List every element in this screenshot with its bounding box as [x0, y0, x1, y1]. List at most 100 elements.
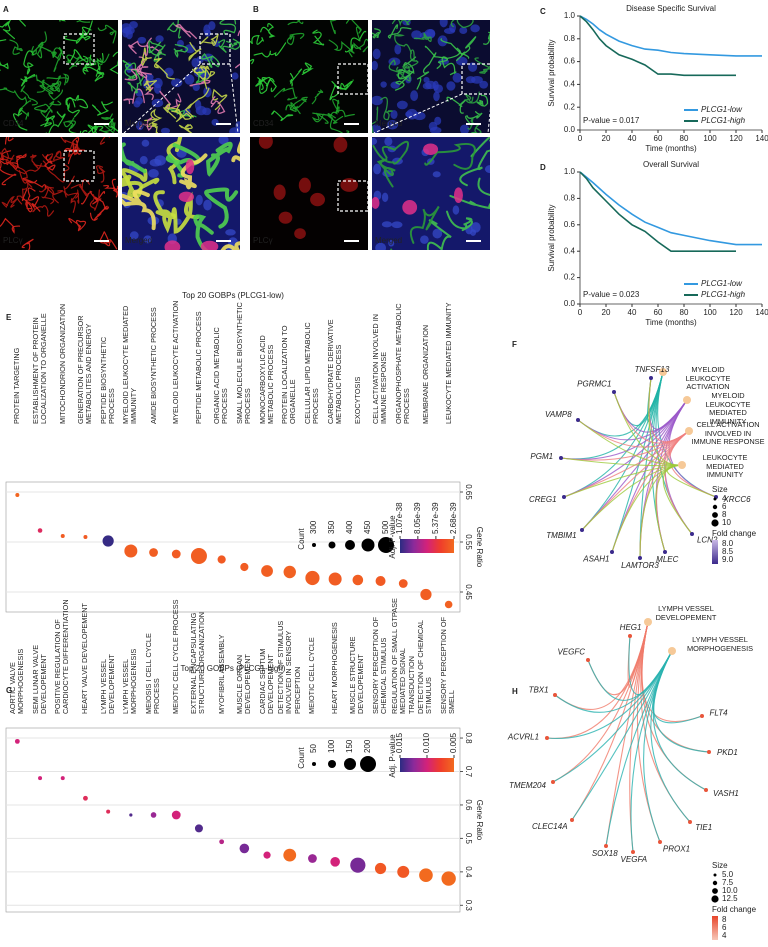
category-label: MEIOTIC CELL CYCLE — [307, 637, 317, 714]
zoom-box — [337, 180, 369, 212]
vessel-stain — [441, 47, 461, 76]
vessel-stain — [255, 77, 275, 94]
size-legend-label: 8 — [722, 510, 727, 519]
vessel-stain — [101, 113, 116, 132]
nucleus — [218, 137, 229, 145]
zoom-box — [199, 33, 231, 65]
vessel-stain — [189, 79, 211, 87]
vessel-stain — [97, 24, 117, 44]
network-edge — [554, 621, 649, 710]
panel-letter: B — [253, 5, 259, 14]
gene-label: LCN2 — [697, 535, 718, 544]
x-tick-label: 140 — [755, 308, 768, 317]
size-legend-label: 450 — [363, 520, 372, 534]
vessel-stain — [394, 70, 414, 91]
vessel-stain — [143, 79, 158, 92]
term-node — [659, 368, 667, 376]
y-tick-label: 0.3 — [464, 900, 473, 912]
category-label: MYOFIBRIL ASSEMBLY — [216, 634, 226, 714]
size-legend-label: 300 — [309, 520, 318, 534]
nucleus — [204, 29, 212, 37]
vessel-stain — [68, 217, 87, 232]
gene-node — [545, 736, 549, 740]
dot — [83, 535, 88, 539]
network-edge — [666, 464, 717, 498]
vessel-stain — [273, 87, 298, 101]
gene-node — [562, 495, 566, 499]
vessel-stain — [235, 63, 240, 69]
vessel-stain — [23, 50, 34, 75]
dot — [420, 588, 432, 601]
vessel-stain — [456, 36, 477, 62]
category-label: MUSCLE STRUCTURE DEVELOPEMENT — [348, 636, 366, 714]
chart-title: Top 20 GOBPs (PLCG1-low) — [182, 291, 284, 300]
nucleus — [194, 99, 202, 111]
vessel-stain — [188, 41, 202, 62]
zoom-line — [229, 63, 239, 134]
gene-node — [690, 532, 694, 536]
nucleus — [231, 72, 239, 80]
vessel-stain — [449, 194, 490, 210]
nucleus — [133, 100, 141, 108]
color-legend-title: Adj. P-value — [388, 734, 397, 778]
vessel-stain — [44, 185, 64, 204]
vessel-stain — [329, 79, 354, 101]
vessel-stain — [139, 117, 153, 131]
dot — [330, 857, 340, 867]
zoom-line — [373, 93, 463, 134]
color-bar — [400, 758, 454, 772]
image-background — [0, 137, 118, 250]
nucleus — [372, 95, 383, 106]
nucleus — [372, 48, 381, 60]
y-tick-label: 0.2 — [564, 102, 576, 111]
dot — [149, 548, 158, 557]
survival-curve — [579, 15, 736, 77]
category-label: MEIOTIC CELL CYCLE PROCESS — [171, 599, 181, 714]
vessel-stain — [65, 94, 89, 109]
color-bar-tick-label: 5.37e-39 — [431, 502, 440, 534]
x-tick-label: 120 — [729, 308, 743, 317]
dot — [106, 809, 111, 814]
image-label: CD34 — [3, 119, 24, 128]
zoom-box — [337, 63, 369, 95]
nucleus — [235, 121, 240, 130]
term-label: LYMPH VESSEL DEVELOPEMENT — [655, 604, 717, 622]
dot — [171, 810, 181, 820]
gene-label: PGM1 — [530, 452, 553, 461]
vessel-stain — [345, 20, 362, 42]
nucleus — [411, 30, 422, 40]
image-content — [122, 20, 240, 133]
dot — [150, 812, 157, 818]
y-axis-label: Gene Ratio — [475, 800, 484, 841]
nucleus — [148, 168, 159, 178]
nucleus — [396, 100, 408, 110]
nucleus — [195, 194, 203, 206]
vessel-stain — [0, 161, 17, 186]
color-bar-tick-label: 2.68e-39 — [449, 502, 458, 534]
dot — [60, 534, 65, 538]
vessel-stain — [167, 20, 182, 39]
vessel-stain — [93, 191, 110, 210]
size-legend-dot — [361, 538, 375, 552]
image-content — [0, 137, 118, 250]
cell-stain — [453, 187, 463, 204]
vessel-stain — [128, 40, 149, 57]
category-label: LEUKOCYTE MEDIATED IMMUNITY — [443, 302, 453, 425]
vessel-stain — [153, 190, 177, 234]
vessel-stain — [179, 153, 208, 190]
gene-label: VASH1 — [713, 789, 739, 798]
nucleus — [202, 107, 212, 116]
vessel-stain — [122, 142, 147, 174]
vessel-stain — [474, 57, 490, 74]
p-value-annotation: P-value = 0.023 — [583, 290, 640, 299]
gene-label: MLEC — [656, 555, 678, 564]
zoom-box — [461, 63, 493, 95]
category-label: ORGANIC ACID METABOLIC PROCESS — [212, 327, 230, 424]
vessel-stain — [312, 29, 325, 46]
category-label: SEMI LUNAR VALVE DEVELOPEMENT — [30, 644, 48, 714]
nucleus — [434, 116, 442, 125]
network-edge — [552, 621, 649, 783]
vessel-stain — [218, 38, 240, 53]
cell-stain — [185, 158, 195, 175]
nucleus — [129, 231, 139, 240]
